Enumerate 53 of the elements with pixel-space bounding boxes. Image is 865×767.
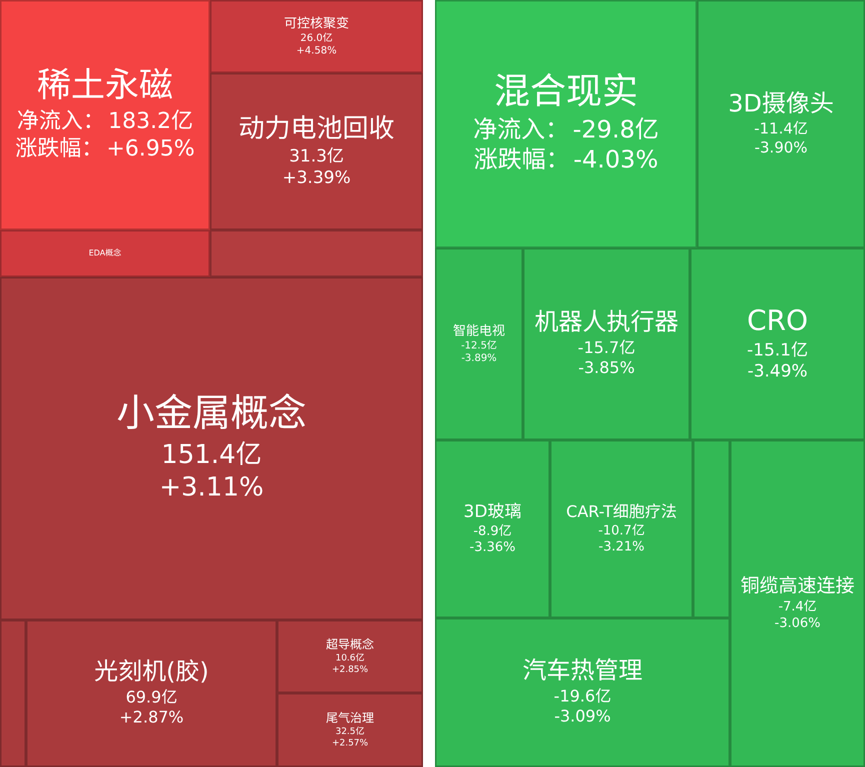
- category-label: CAR-T细胞疗法: [566, 502, 677, 521]
- category-label: 小金属概念: [116, 390, 307, 435]
- data-label: +2.85%: [332, 664, 369, 675]
- data-label: -3.06%: [774, 616, 820, 631]
- data-label: -11.4亿: [754, 120, 808, 138]
- data-label: -12.5亿: [461, 339, 497, 352]
- category-label: 稀土永磁: [37, 65, 173, 106]
- category-label: 3D玻璃: [464, 502, 522, 522]
- data-label: -15.7亿: [578, 338, 636, 358]
- data-label: -15.1亿: [747, 340, 808, 360]
- data-label: -10.7亿: [598, 523, 645, 538]
- category-label: 机器人执行器: [534, 308, 678, 336]
- text: 涨跌幅：: [474, 146, 570, 174]
- data-label: -3.09%: [554, 706, 611, 726]
- data-label: -3.90%: [754, 138, 808, 156]
- data-label: 10.6亿: [335, 652, 365, 664]
- category-label: EDA概念: [88, 248, 122, 258]
- data-label: 151.4亿: [161, 440, 262, 470]
- data-label: -19.6亿: [554, 686, 612, 706]
- data-label: 26.0亿: [300, 32, 333, 44]
- category-label: 动力电池回收: [238, 114, 395, 144]
- data-label: +4.58%: [296, 45, 337, 56]
- category-label: 超导概念: [326, 637, 374, 652]
- category-label: 混合现实: [494, 71, 638, 112]
- data-label: +2.57%: [332, 738, 369, 748]
- data-label: +3.11%: [159, 472, 264, 502]
- data-label: +6.95%: [106, 136, 195, 162]
- data-label: -7.4亿: [778, 600, 817, 615]
- data-label: 69.9亿: [126, 688, 178, 707]
- category-label: 智能电视: [452, 324, 506, 339]
- series-label: 净流入：: [473, 116, 570, 144]
- data-label: -29.8亿: [572, 116, 659, 144]
- data-label: +3.39%: [282, 168, 351, 188]
- data-label: -3.89%: [461, 352, 497, 364]
- data-label: +2.87%: [119, 708, 184, 727]
- category-label: 铜缆高速连接: [740, 575, 855, 598]
- data-label: 183.2亿: [108, 109, 194, 134]
- category-label: 光刻机(胶): [94, 658, 209, 686]
- data-label: -3.85%: [578, 358, 635, 378]
- category-label: CRO: [746, 304, 808, 338]
- category-label: 可控核聚变: [284, 15, 350, 32]
- data-label: -3.49%: [747, 362, 808, 382]
- data-label: -8.9亿: [473, 524, 512, 539]
- data-label: -4.03%: [573, 146, 658, 174]
- data-label: 32.5亿: [335, 726, 365, 738]
- data-label: -3.21%: [598, 540, 644, 554]
- data-label: -3.36%: [470, 540, 516, 556]
- category-label: 3D摄像头: [728, 89, 834, 118]
- category-label: 尾气治理: [326, 710, 374, 725]
- series-label: 净流入：: [16, 109, 105, 134]
- text: 涨跌幅：: [15, 136, 104, 162]
- category-label: 汽车热管理: [522, 656, 642, 685]
- data-label: 31.3亿: [289, 146, 344, 167]
